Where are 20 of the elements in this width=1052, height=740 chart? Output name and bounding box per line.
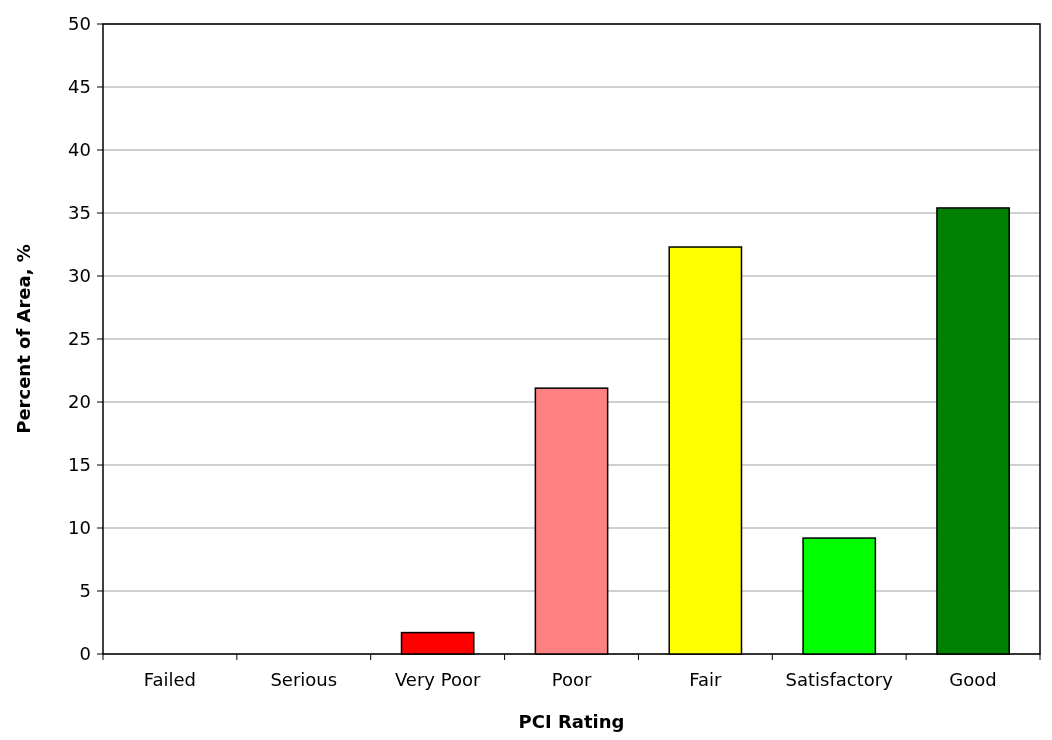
x-tick-label: Satisfactory [785, 669, 894, 690]
x-tick-label: Poor [551, 669, 592, 690]
x-tick-label: Very Poor [394, 669, 481, 690]
y-tick-label: 0 [79, 643, 91, 665]
x-tick-label: Failed [143, 669, 197, 690]
x-axis-title: PCI Rating [518, 711, 625, 732]
y-tick-label: 20 [68, 391, 91, 413]
y-tick-label: 50 [68, 13, 91, 35]
y-tick-label: 35 [68, 202, 91, 224]
y-tick-label: 15 [68, 454, 91, 476]
y-tick-label: 10 [68, 517, 91, 539]
x-tick-label: Fair [689, 669, 723, 690]
y-tick-label: 45 [68, 76, 91, 98]
y-tick-label: 40 [68, 139, 91, 161]
y-tick-label: 30 [68, 265, 91, 287]
y-tick-label: 25 [68, 328, 91, 350]
y-axis-title: Percent of Area, % [13, 244, 34, 434]
x-tick-label: Good [949, 669, 997, 690]
y-tick-label: 5 [79, 580, 91, 602]
x-tick-label: Serious [270, 669, 338, 690]
